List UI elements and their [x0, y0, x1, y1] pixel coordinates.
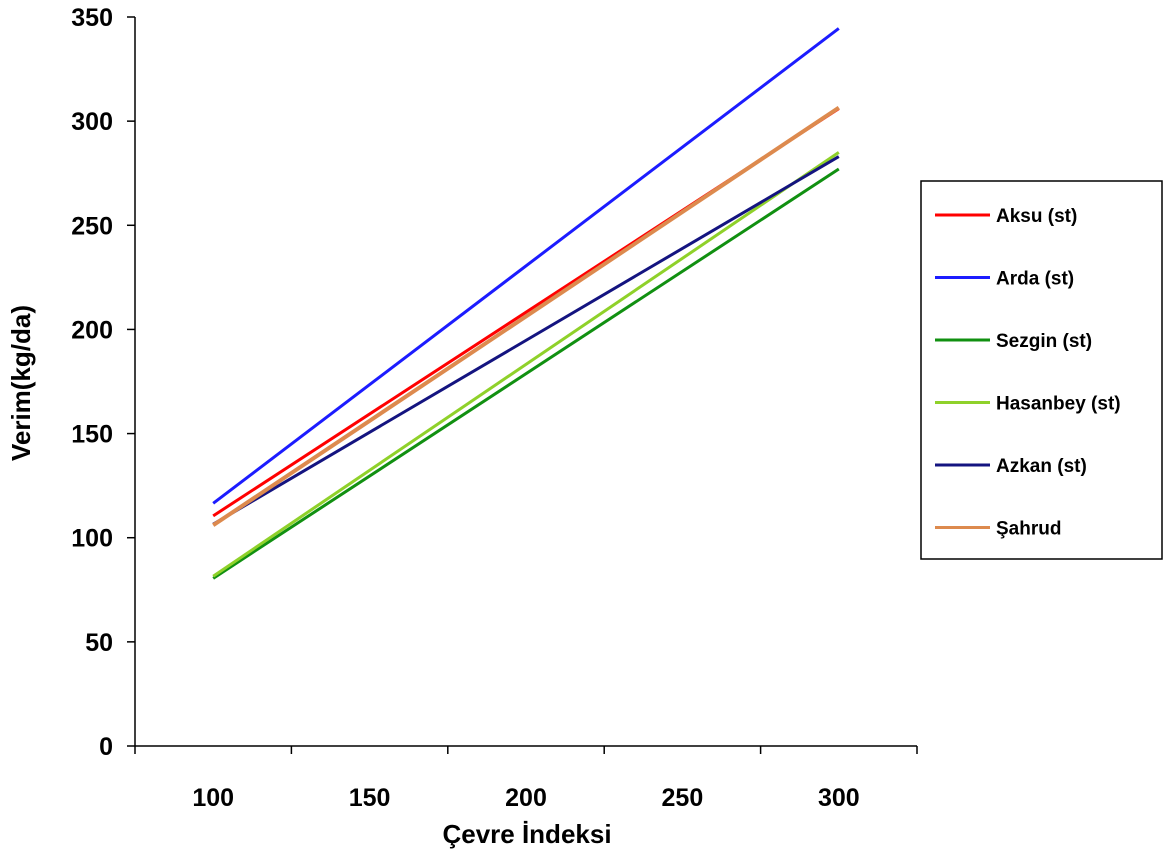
x-tick-label: 250: [662, 784, 704, 812]
x-tick-label: 100: [192, 784, 234, 812]
y-tick-label: 150: [71, 421, 113, 449]
legend-box: [920, 180, 1163, 560]
y-tick-label: 0: [99, 733, 113, 761]
legend-label: Aksu (st): [996, 206, 1077, 227]
y-axis-title: Verim(kg/da): [6, 305, 36, 461]
series-line: [212, 167, 840, 580]
x-axis-title: Çevre İndeksi: [442, 819, 611, 849]
legend-label: Şahrud: [996, 519, 1061, 540]
x-tick-label: 150: [349, 784, 391, 812]
y-tick-label: 200: [71, 316, 113, 344]
legend-label: Azkan (st): [996, 456, 1087, 477]
y-tick-label: 100: [71, 525, 113, 553]
series-line: [212, 105, 840, 527]
x-tick-label: 300: [818, 784, 860, 812]
legend-label: Sezgin (st): [996, 331, 1092, 352]
legend-label: Hasanbey (st): [996, 394, 1121, 415]
y-tick-label: 300: [71, 108, 113, 136]
series-line: [212, 27, 840, 505]
series-line: [212, 151, 840, 578]
y-tick-label: 50: [85, 629, 113, 657]
y-tick-label: 250: [71, 212, 113, 240]
y-tick-label: 350: [71, 4, 113, 32]
x-tick-label: 200: [505, 784, 547, 812]
series-line: [212, 155, 840, 526]
legend: Aksu (st) Arda (st) Sezgin (st) Hasanbey (s…: [920, 180, 1163, 560]
legend-label: Arda (st): [996, 269, 1074, 290]
plot-area: [212, 27, 840, 580]
axes: 0 50 100 150 200 250 300 350 100 150 200 250 300: [71, 4, 918, 812]
